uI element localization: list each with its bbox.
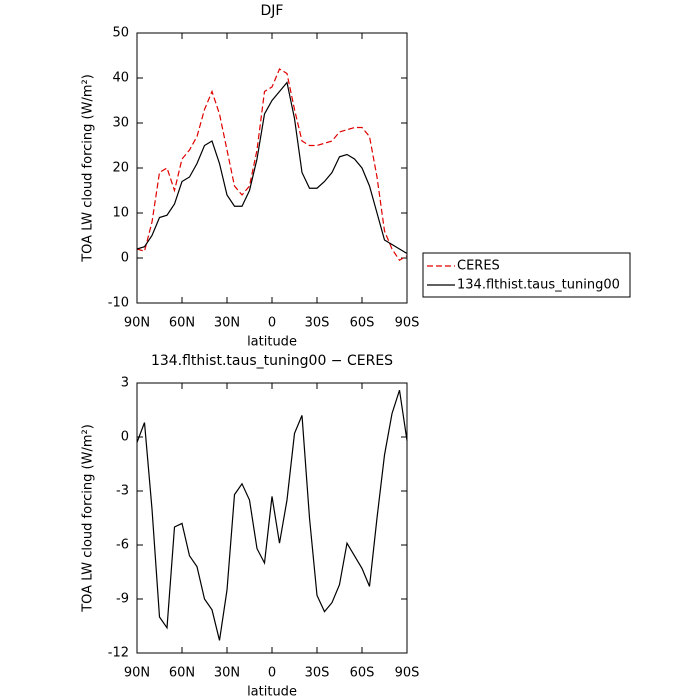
x-tick-label: 90S bbox=[395, 316, 420, 331]
y-tick-label: -3 bbox=[116, 484, 129, 499]
y-tick-label: -6 bbox=[116, 538, 129, 553]
x-tick-label: 0 bbox=[268, 666, 276, 681]
chart-title: DJF bbox=[261, 3, 284, 19]
y-tick-label: 20 bbox=[112, 161, 129, 176]
data-line bbox=[136, 68, 408, 262]
y-tick-label: -9 bbox=[116, 592, 129, 607]
y-tick-label: 0 bbox=[121, 251, 129, 266]
plot-frame bbox=[136, 382, 408, 654]
y-axis-label: TOA LW cloud forcing (W/m²) bbox=[81, 424, 96, 613]
legend-label: CERES bbox=[457, 259, 500, 274]
y-tick-label: 10 bbox=[112, 206, 129, 221]
legend-box bbox=[422, 252, 631, 298]
data-line bbox=[136, 81, 408, 255]
y-tick-label: 30 bbox=[112, 116, 129, 131]
y-tick-label: 0 bbox=[121, 430, 129, 445]
y-tick-label: -10 bbox=[108, 296, 129, 311]
x-tick-label: 60S bbox=[350, 316, 375, 331]
x-tick-label: 60N bbox=[169, 666, 195, 681]
y-tick-label: 50 bbox=[112, 26, 129, 41]
y-tick-label: -12 bbox=[108, 646, 129, 661]
x-tick-label: 90N bbox=[124, 316, 150, 331]
x-axis-label: latitude bbox=[247, 685, 297, 700]
y-tick-label: 40 bbox=[112, 71, 129, 86]
chart-title: 134.flthist.taus_tuning00 − CERES bbox=[151, 353, 393, 369]
x-tick-label: 90N bbox=[124, 666, 150, 681]
plot-frame bbox=[136, 32, 408, 304]
x-tick-label: 30N bbox=[214, 316, 240, 331]
x-tick-label: 30S bbox=[305, 666, 330, 681]
x-axis-label: latitude bbox=[247, 335, 297, 350]
x-tick-label: 60N bbox=[169, 316, 195, 331]
x-tick-label: 90S bbox=[395, 666, 420, 681]
legend-label: 134.flthist.taus_tuning00 bbox=[457, 278, 620, 293]
x-tick-label: 60S bbox=[350, 666, 375, 681]
x-tick-label: 30S bbox=[305, 316, 330, 331]
x-tick-label: 30N bbox=[214, 666, 240, 681]
data-line bbox=[136, 390, 408, 641]
x-tick-label: 0 bbox=[268, 316, 276, 331]
y-axis-label: TOA LW cloud forcing (W/m²) bbox=[81, 74, 96, 263]
y-tick-label: 3 bbox=[121, 376, 129, 391]
